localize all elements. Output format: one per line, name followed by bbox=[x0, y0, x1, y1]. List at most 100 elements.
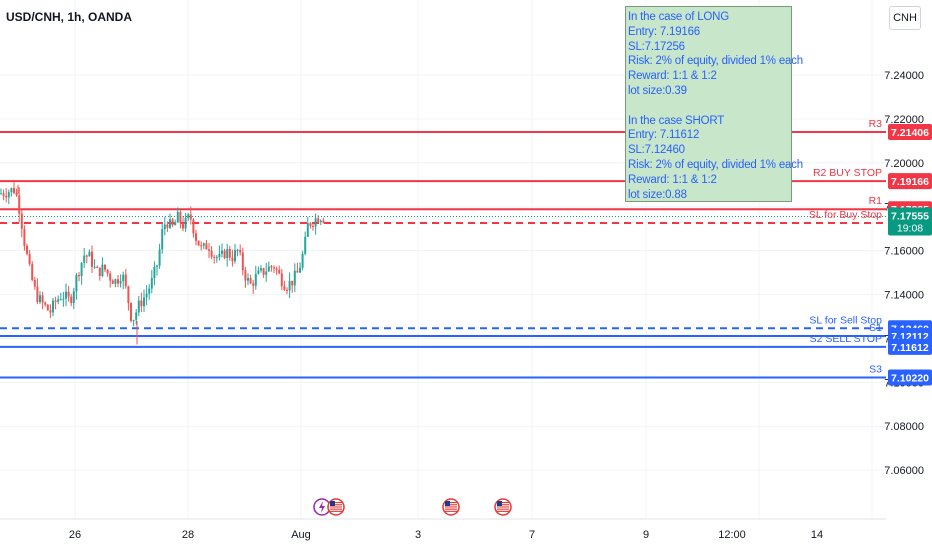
candle-body bbox=[228, 248, 231, 258]
candle-body bbox=[301, 254, 304, 268]
candle-body bbox=[67, 291, 70, 297]
candle-body bbox=[208, 249, 210, 251]
candle-body bbox=[39, 295, 41, 303]
candle-body bbox=[132, 319, 135, 321]
candle-body bbox=[156, 265, 158, 267]
time-tick-label: 14 bbox=[811, 529, 823, 541]
current-price-badge bbox=[888, 207, 932, 236]
candle-body bbox=[286, 289, 288, 291]
candle-body bbox=[226, 248, 229, 259]
candle-body bbox=[33, 279, 36, 287]
note-long-line: Entry: 7.19166 bbox=[628, 25, 701, 38]
candle-body bbox=[106, 269, 109, 274]
candle-body bbox=[322, 220, 325, 223]
candle-body bbox=[70, 296, 73, 304]
note-short-line: SL:7.12460 bbox=[628, 144, 685, 157]
level-name-label: S3 bbox=[869, 363, 882, 375]
level-name-label: S1 bbox=[869, 322, 882, 334]
candle-body bbox=[137, 300, 140, 313]
candle-body bbox=[117, 279, 119, 284]
flag-stripe bbox=[330, 506, 342, 508]
flag-stripe bbox=[497, 504, 509, 506]
flag-stripe bbox=[330, 510, 342, 512]
candle-body bbox=[197, 240, 200, 246]
note-short-line: Risk: 2% of equity, divided 1% each bbox=[628, 158, 803, 171]
countdown-text: 19:08 bbox=[897, 222, 923, 234]
note-short-line: In the case SHORT bbox=[628, 114, 725, 127]
flag-canton bbox=[497, 501, 502, 506]
note-long-line: Risk: 2% of equity, divided 1% each bbox=[628, 55, 803, 68]
candle-body bbox=[96, 266, 99, 268]
candle-body bbox=[270, 266, 273, 268]
flag-stripe bbox=[445, 506, 457, 508]
flag-stripe bbox=[497, 506, 509, 508]
candle-body bbox=[202, 243, 205, 246]
note-short-line: Entry: 7.11612 bbox=[628, 129, 700, 142]
candle-body bbox=[41, 295, 44, 303]
price-badges: 7.214067.191667.178857.172567.124607.121… bbox=[888, 123, 932, 386]
time-tick-label: 9 bbox=[643, 529, 649, 541]
candle-body bbox=[124, 274, 127, 287]
candle-body bbox=[314, 218, 317, 227]
candle-body bbox=[231, 257, 234, 262]
candlestick-series bbox=[0, 182, 325, 345]
candle-body bbox=[262, 268, 265, 275]
lightning-icon-glyph bbox=[319, 501, 325, 513]
candle-body bbox=[319, 220, 322, 223]
note-long-line: Reward: 1:1 & 1:2 bbox=[628, 70, 717, 83]
candle-body bbox=[239, 249, 242, 253]
price-tick-label: 7.08000 bbox=[884, 421, 924, 433]
candle-body bbox=[119, 281, 122, 284]
flag-canton bbox=[445, 501, 450, 506]
candle-body bbox=[215, 257, 218, 259]
support-resistance-levels bbox=[0, 130, 886, 379]
candle-body bbox=[166, 224, 169, 228]
level-name-label: S2 SELL STOP bbox=[810, 333, 882, 345]
trade-plan-note[interactable]: In the case of LONG Entry: 7.19166 SL:7.… bbox=[625, 6, 803, 202]
candle-body bbox=[15, 192, 18, 196]
candle-body bbox=[5, 195, 8, 198]
candle-body bbox=[309, 223, 312, 226]
level-price-badge bbox=[888, 369, 932, 386]
candle-body bbox=[52, 300, 54, 313]
flag-stripe bbox=[330, 508, 342, 510]
flag-stripe bbox=[445, 510, 457, 512]
currency-badge[interactable]: CNH bbox=[889, 6, 921, 30]
chart-grid bbox=[0, 0, 886, 519]
candle-body bbox=[234, 250, 236, 262]
candle-body bbox=[18, 195, 21, 214]
level-price-badge bbox=[888, 173, 932, 190]
candle-body bbox=[158, 249, 161, 266]
note-short-line: lot size:0.88 bbox=[628, 188, 687, 201]
candle-body bbox=[62, 298, 65, 300]
candle-body bbox=[140, 300, 143, 307]
candle-body bbox=[293, 270, 296, 286]
candle-body bbox=[291, 280, 294, 286]
candle-body bbox=[23, 228, 26, 246]
candle-body bbox=[236, 249, 239, 251]
flag-stripe bbox=[445, 508, 457, 510]
level-name-label: R1 bbox=[869, 195, 883, 207]
level-price-badge bbox=[888, 123, 932, 140]
candle-body bbox=[179, 211, 182, 223]
candle-body bbox=[36, 286, 39, 303]
price-tick-label: 7.14000 bbox=[884, 290, 924, 302]
candle-body bbox=[83, 255, 86, 263]
candle-body bbox=[88, 251, 91, 257]
candle-body bbox=[75, 275, 78, 292]
candle-body bbox=[174, 222, 177, 226]
flag-canton bbox=[330, 501, 335, 506]
candle-body bbox=[101, 264, 104, 276]
candle-body bbox=[182, 222, 184, 229]
candle-body bbox=[247, 278, 249, 281]
candle-body bbox=[187, 214, 190, 219]
candle-body bbox=[200, 245, 203, 247]
candle-body bbox=[98, 267, 101, 276]
candle-body bbox=[312, 225, 314, 227]
level-price-text: 7.19166 bbox=[891, 176, 929, 188]
candle-body bbox=[171, 219, 174, 226]
symbol-title[interactable]: USD/CNH, 1h, OANDA bbox=[6, 10, 133, 24]
candle-body bbox=[114, 279, 117, 284]
event-markers bbox=[313, 498, 512, 516]
